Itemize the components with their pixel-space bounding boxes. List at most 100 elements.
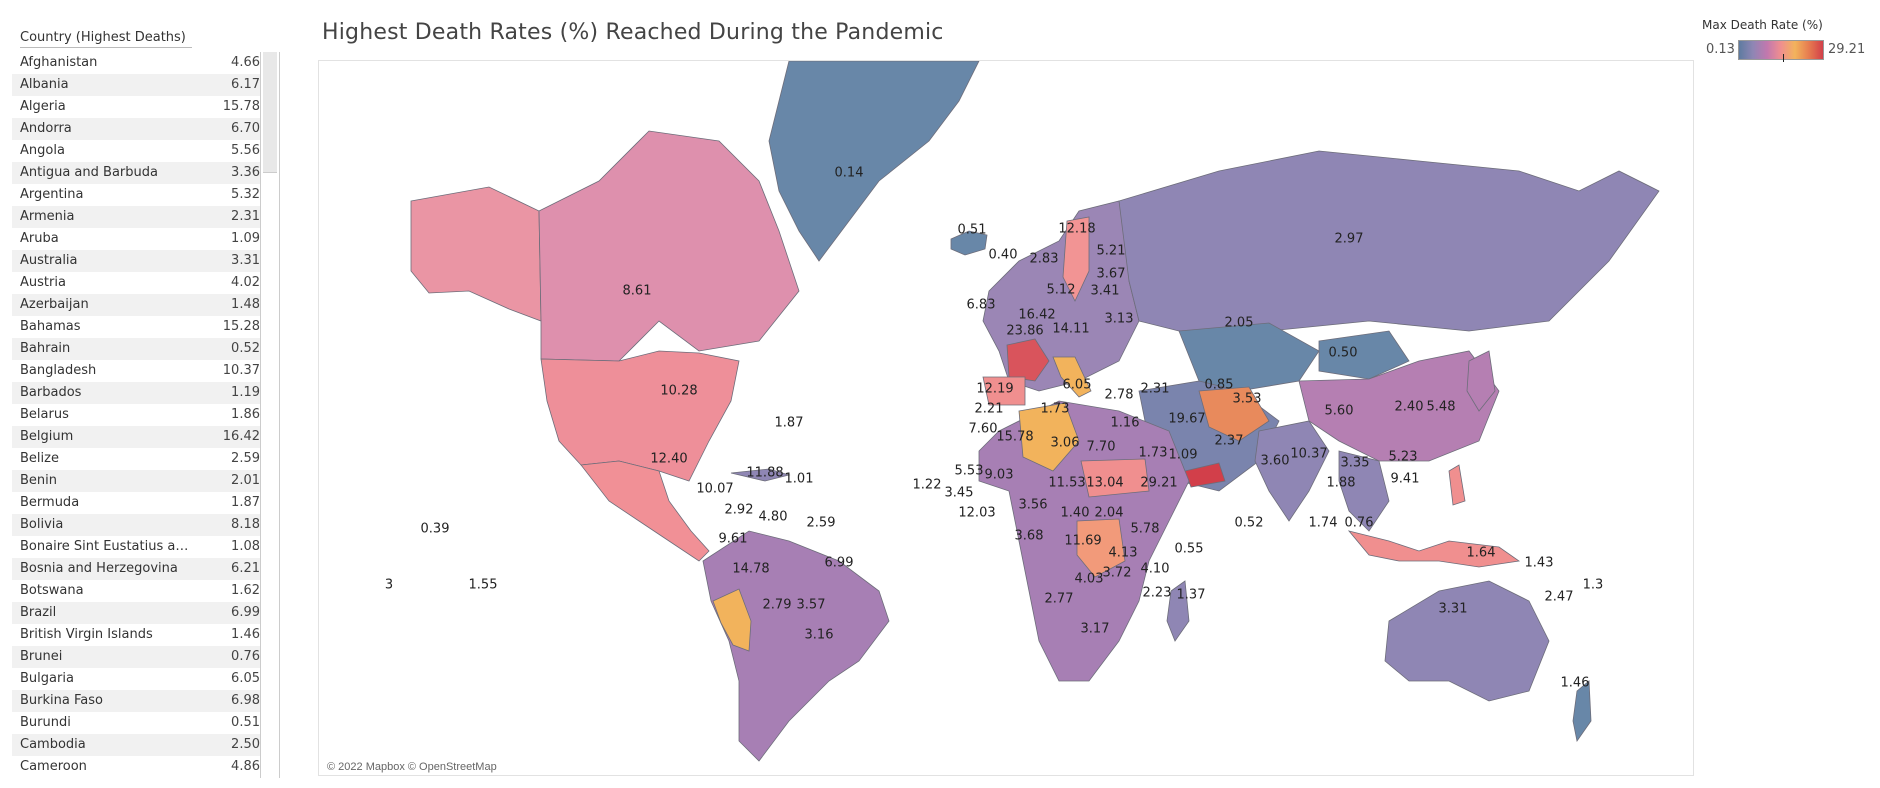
region-india[interactable] bbox=[1254, 420, 1330, 522]
map-label-reunion: 1.37 bbox=[1177, 588, 1206, 603]
death-rate-value: 8.18 bbox=[231, 517, 260, 532]
map-label-egypt: 7.70 bbox=[1087, 440, 1116, 455]
map-label-venezuela: 4.80 bbox=[759, 510, 788, 525]
list-item[interactable]: Bolivia 8.18 bbox=[12, 514, 260, 536]
region-iceland[interactable] bbox=[950, 230, 988, 256]
map-label-papua: 1.64 bbox=[1467, 546, 1496, 561]
list-item[interactable]: Benin 2.01 bbox=[12, 470, 260, 492]
region-south-america[interactable] bbox=[702, 530, 890, 762]
region-greenland[interactable] bbox=[768, 61, 980, 262]
country-name: Australia bbox=[20, 253, 78, 268]
country-name: Bosnia and Herzegovina bbox=[20, 561, 178, 576]
list-item[interactable]: Burundi 0.51 bbox=[12, 712, 260, 734]
map-label-sweden: 12.18 bbox=[1058, 222, 1095, 237]
list-item[interactable]: Aruba 1.09 bbox=[12, 228, 260, 250]
list-item[interactable]: Bangladesh 10.37 bbox=[12, 360, 260, 382]
map-label-yemen: 29.21 bbox=[1140, 476, 1177, 491]
region-algeria[interactable] bbox=[1018, 402, 1080, 472]
map-label-south-africa: 3.17 bbox=[1081, 622, 1110, 637]
list-item[interactable]: Afghanistan 4.66 bbox=[12, 52, 260, 74]
region-peru[interactable] bbox=[712, 588, 752, 652]
region-russia[interactable] bbox=[1118, 150, 1660, 332]
list-item[interactable]: Andorra 6.70 bbox=[12, 118, 260, 140]
list-item[interactable]: Armenia 2.31 bbox=[12, 206, 260, 228]
list-item[interactable]: Cameroon 4.86 bbox=[12, 756, 260, 778]
list-item[interactable]: Austria 4.02 bbox=[12, 272, 260, 294]
list-item[interactable]: Belarus 1.86 bbox=[12, 404, 260, 426]
map-label-cape-verde: 1.22 bbox=[913, 478, 942, 493]
region-canada[interactable] bbox=[538, 130, 800, 362]
list-item[interactable]: British Virgin Islands 1.46 bbox=[12, 624, 260, 646]
map-label-mozambique: 3.72 bbox=[1103, 566, 1132, 581]
map-label-zambia: 4.03 bbox=[1075, 572, 1104, 587]
map-attribution[interactable]: © 2022 Mapbox © OpenStreetMap bbox=[327, 761, 497, 773]
map-label-car: 1.40 bbox=[1061, 506, 1090, 521]
list-item[interactable]: Belize 2.59 bbox=[12, 448, 260, 470]
region-mongolia[interactable] bbox=[1318, 330, 1410, 380]
world-map[interactable]: 0.14 0.51 0.40 2.83 12.18 5.21 3.67 3.41 5.12 6.8… bbox=[318, 60, 1694, 776]
list-item[interactable]: Belgium 16.42 bbox=[12, 426, 260, 448]
region-italy[interactable] bbox=[1052, 356, 1092, 398]
map-label-korea: 2.40 bbox=[1395, 400, 1424, 415]
list-item[interactable]: Australia 3.31 bbox=[12, 250, 260, 272]
death-rate-value: 2.31 bbox=[231, 209, 260, 224]
list-item[interactable]: Bonaire Sint Eustatius an.. 1.08 bbox=[12, 536, 260, 558]
region-new-zealand[interactable] bbox=[1572, 680, 1592, 742]
region-cuba[interactable] bbox=[730, 468, 791, 482]
map-label-vanuatu: 2.47 bbox=[1545, 590, 1574, 605]
country-name: Brazil bbox=[20, 605, 57, 620]
death-rate-value: 1.86 bbox=[231, 407, 260, 422]
map-label-morocco: 7.60 bbox=[969, 422, 998, 437]
map-label-canada: 8.61 bbox=[623, 284, 652, 299]
region-usa[interactable] bbox=[540, 350, 740, 482]
region-central-asia[interactable] bbox=[1178, 322, 1320, 392]
region-alaska[interactable] bbox=[410, 186, 542, 322]
list-item[interactable]: Cambodia 2.50 bbox=[12, 734, 260, 756]
list-item[interactable]: Bosnia and Herzegovina 6.21 bbox=[12, 558, 260, 580]
list-item[interactable]: Albania 6.17 bbox=[12, 74, 260, 96]
region-indonesia[interactable] bbox=[1347, 530, 1521, 568]
list-item[interactable]: Algeria 15.78 bbox=[12, 96, 260, 118]
map-canvas[interactable]: 0.14 0.510.40 2.83 12.185.21 3.67 3.41 5.12 6.8… bbox=[319, 61, 1693, 775]
region-japan[interactable] bbox=[1466, 350, 1496, 412]
region-france[interactable] bbox=[1006, 338, 1050, 382]
map-label-mexico: 12.40 bbox=[650, 452, 687, 467]
map-label-libya: 3.06 bbox=[1051, 436, 1080, 451]
list-item[interactable]: Brunei 0.76 bbox=[12, 646, 260, 668]
list-item[interactable]: Bulgaria 6.05 bbox=[12, 668, 260, 690]
region-chad[interactable] bbox=[1080, 458, 1150, 498]
map-label-italy: 14.11 bbox=[1052, 322, 1089, 337]
map-label-fiji: 1.3 bbox=[1583, 578, 1604, 593]
country-name: Bangladesh bbox=[20, 363, 97, 378]
region-china[interactable] bbox=[1298, 350, 1500, 462]
list-item[interactable]: Azerbaijan 1.48 bbox=[12, 294, 260, 316]
list-item[interactable]: Brazil 6.99 bbox=[12, 602, 260, 624]
list-item[interactable]: Bermuda 1.87 bbox=[12, 492, 260, 514]
map-label-norway: 2.83 bbox=[1030, 252, 1059, 267]
map-label-uae: 1.09 bbox=[1169, 448, 1198, 463]
list-header[interactable]: Country (Highest Deaths) bbox=[20, 30, 192, 48]
list-item[interactable]: Antigua and Barbuda 3.36 bbox=[12, 162, 260, 184]
map-label-estonia: 3.67 bbox=[1097, 267, 1126, 282]
region-congo[interactable] bbox=[1076, 518, 1126, 578]
list-item[interactable]: Botswana 1.62 bbox=[12, 580, 260, 602]
list-item[interactable]: Barbados 1.19 bbox=[12, 382, 260, 404]
list-item[interactable]: Bahrain 0.52 bbox=[12, 338, 260, 360]
list-item[interactable]: Argentina 5.32 bbox=[12, 184, 260, 206]
region-madagascar[interactable] bbox=[1166, 580, 1190, 642]
list-scrollbar[interactable] bbox=[260, 52, 280, 778]
region-philippines[interactable] bbox=[1448, 464, 1466, 506]
region-mexico[interactable] bbox=[580, 460, 710, 562]
list-item[interactable]: Bahamas 15.28 bbox=[12, 316, 260, 338]
region-australia[interactable] bbox=[1384, 580, 1550, 702]
list-item[interactable]: Angola 5.56 bbox=[12, 140, 260, 162]
region-se-asia[interactable] bbox=[1338, 450, 1390, 532]
death-rate-value: 2.50 bbox=[231, 737, 260, 752]
country-name: Armenia bbox=[20, 209, 75, 224]
country-name: Aruba bbox=[20, 231, 59, 246]
region-iran[interactable] bbox=[1198, 386, 1270, 442]
list-item[interactable]: Burkina Faso 6.98 bbox=[12, 690, 260, 712]
region-spain[interactable] bbox=[982, 376, 1026, 406]
region-sweden[interactable] bbox=[1062, 216, 1090, 302]
scrollbar-thumb[interactable] bbox=[263, 52, 277, 173]
